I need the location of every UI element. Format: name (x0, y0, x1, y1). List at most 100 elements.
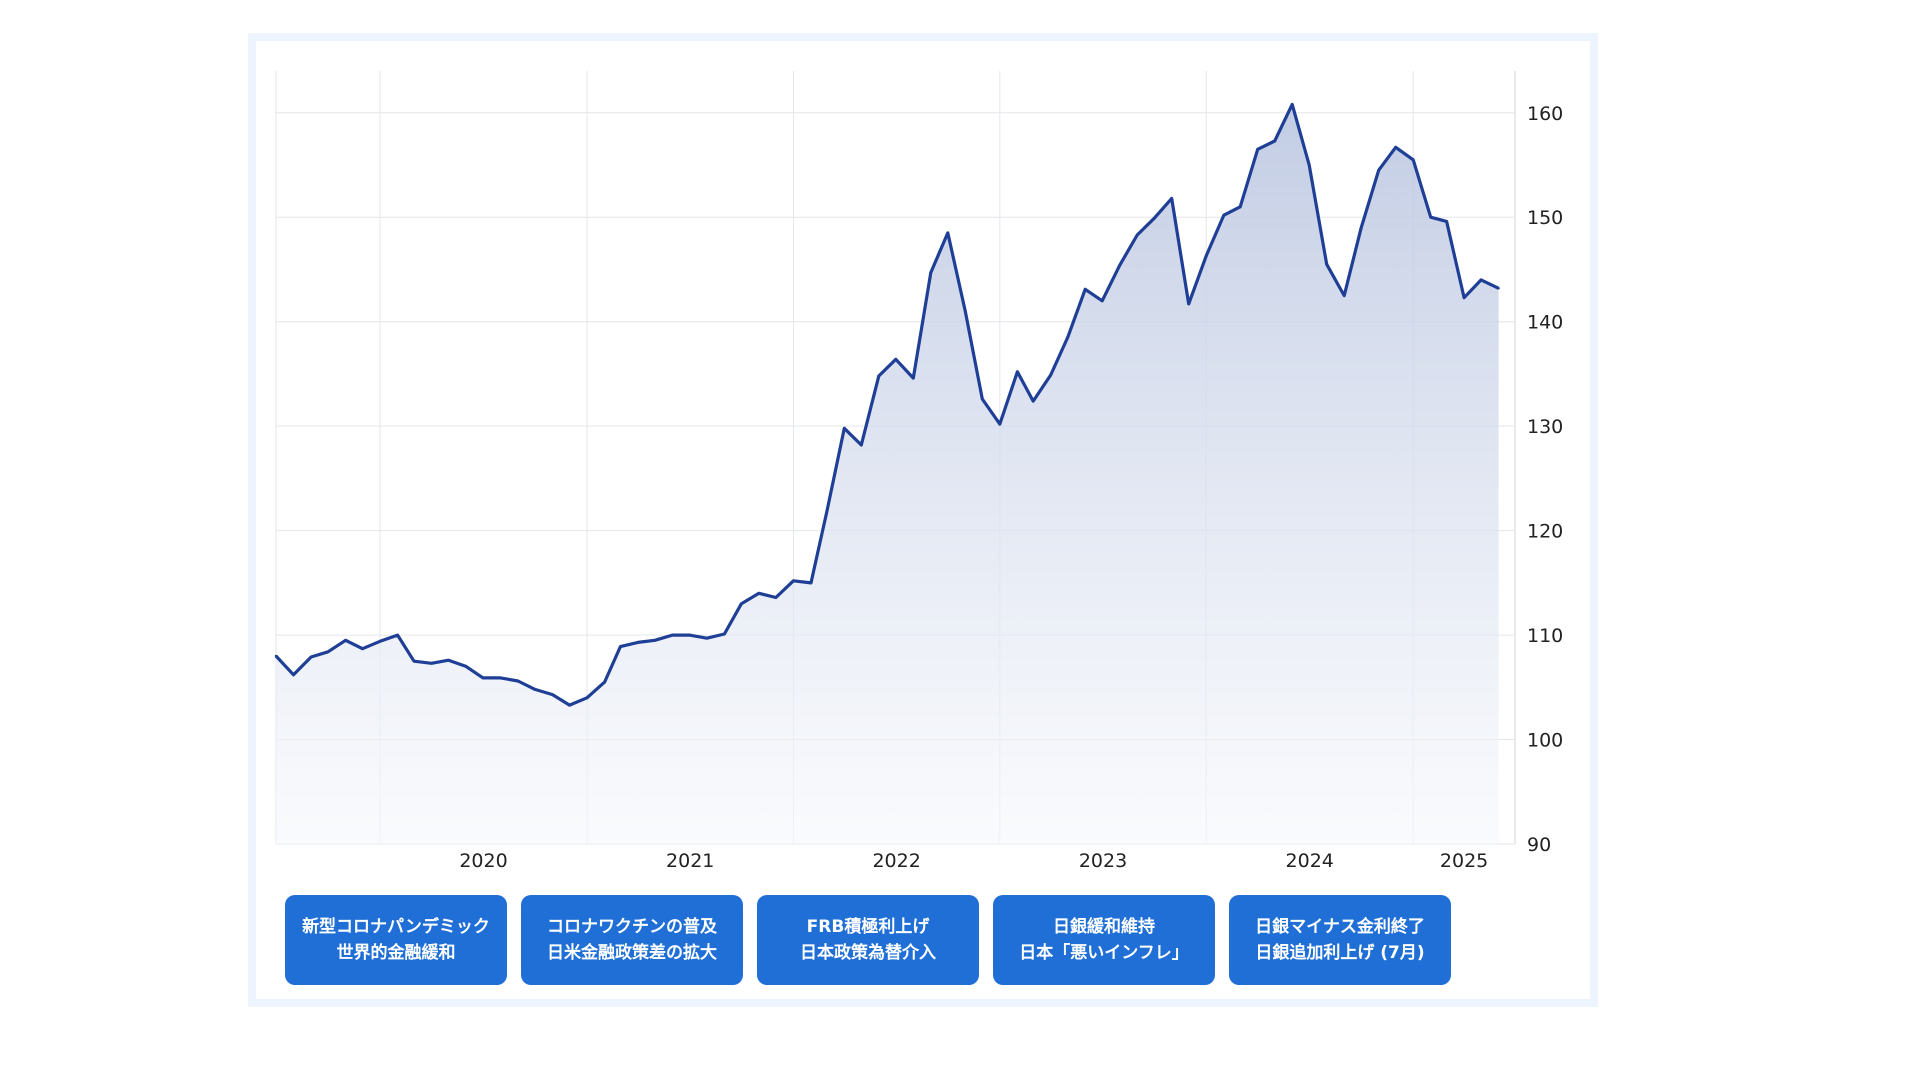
area-layer (274, 102, 1500, 844)
data-point (1360, 226, 1363, 229)
x-tick-label: 2024 (1286, 850, 1334, 872)
event-boj-negative-end-line1: 日銀マイナス金利終了 (1255, 917, 1425, 937)
data-point (1479, 278, 1483, 282)
data-point (1445, 220, 1448, 223)
event-vaccine-line1: コロナワクチンの普及 (547, 917, 717, 937)
y-tick-label: 100 (1527, 730, 1563, 752)
data-point (1497, 287, 1500, 290)
data-point (1256, 148, 1259, 151)
data-point (825, 510, 828, 513)
series-line (274, 102, 1500, 707)
data-point (1394, 146, 1397, 149)
data-point (998, 422, 1001, 426)
data-point (1205, 254, 1208, 258)
data-point (1049, 373, 1052, 377)
data-point (1016, 370, 1019, 373)
y-tick-label: 130 (1527, 416, 1563, 438)
data-point (551, 693, 554, 696)
data-point (516, 679, 520, 683)
data-point (1084, 288, 1087, 291)
series-area-fill (276, 104, 1499, 844)
data-point (843, 427, 846, 430)
data-point (1066, 336, 1069, 339)
event-pandemic: 新型コロナパンデミック 世界的金融緩和 (285, 895, 507, 985)
data-point (809, 581, 813, 585)
event-boj-easing: 日銀緩和維持 日本「悪いインフレ」 (993, 895, 1215, 985)
data-point (361, 647, 364, 650)
x-tick-label: 2025 (1440, 850, 1488, 872)
data-point (757, 592, 761, 595)
data-point (533, 688, 537, 691)
data-point (981, 397, 984, 401)
data-point (688, 633, 691, 637)
data-point (1187, 302, 1190, 306)
data-point (447, 659, 450, 662)
usd-jpy-chart: 90 100 110 120 130 140 150 160 2020 2021 2022 2023 2… (274, 71, 1563, 872)
y-tick-label: 110 (1527, 625, 1563, 647)
data-point (1308, 163, 1311, 167)
data-point (894, 358, 897, 361)
event-frb-hike-line2: 日本政策為替介入 (800, 943, 936, 963)
data-point (464, 665, 468, 668)
y-tick-label: 120 (1527, 521, 1563, 543)
data-point (946, 231, 949, 235)
data-point (705, 637, 709, 640)
event-pandemic-line2: 世界的金融緩和 (336, 943, 456, 963)
data-point (481, 676, 485, 680)
event-frb-hike: FRB積極利上げ 日本政策為替介入 (757, 895, 979, 985)
data-point (396, 633, 399, 637)
data-point (1239, 205, 1242, 208)
chart-frame: 90 100 110 120 130 140 150 160 2020 2021 2022 2023 2… (248, 33, 1598, 1007)
data-point (1273, 139, 1276, 143)
data-point (1429, 216, 1432, 219)
data-point (378, 640, 382, 643)
y-tick-label: 160 (1527, 103, 1563, 125)
data-point (1101, 299, 1104, 302)
data-point (344, 639, 347, 642)
data-point (1222, 214, 1225, 217)
x-tick-label: 2022 (872, 850, 920, 872)
event-annotations: 新型コロナパンデミック 世界的金融緩和 コロナワクチンの普及 日米金融政策差の拡… (285, 895, 1485, 986)
event-boj-easing-line2: 日本「悪いインフレ」 (1019, 943, 1189, 963)
data-point (1170, 197, 1173, 200)
data-point (619, 645, 622, 648)
data-point (1118, 264, 1121, 267)
y-tick-label: 150 (1527, 207, 1563, 229)
x-tick-label: 2023 (1079, 850, 1127, 872)
event-vaccine-line2: 日米金融政策差の拡大 (547, 943, 717, 963)
data-point (412, 660, 416, 663)
data-point (1291, 103, 1294, 106)
y-tick-label: 90 (1527, 834, 1551, 856)
data-point (585, 696, 589, 699)
data-point (1377, 169, 1380, 172)
data-point (723, 632, 726, 636)
data-point (653, 639, 657, 642)
data-point (964, 310, 967, 313)
data-point (929, 271, 932, 274)
data-point (912, 376, 915, 380)
data-point (1343, 294, 1346, 297)
event-boj-easing-line1: 日銀緩和維持 (1053, 917, 1155, 937)
axis-layer: 90 100 110 120 130 140 150 160 2020 2021 2022 2023 2… (459, 103, 1563, 872)
chart-card: 90 100 110 120 130 140 150 160 2020 2021 2022 2023 2… (256, 41, 1590, 999)
data-point (636, 641, 640, 644)
data-point (860, 443, 863, 447)
data-point (1325, 263, 1328, 266)
y-tick-label: 140 (1527, 312, 1563, 334)
event-boj-negative-end-line2: 日銀追加利上げ (7月) (1255, 943, 1425, 963)
data-point (1462, 296, 1466, 299)
data-point (740, 602, 743, 605)
event-frb-hike-line1: FRB積極利上げ (806, 917, 930, 937)
data-point (603, 680, 606, 684)
data-point (792, 579, 795, 582)
event-boj-negative-end: 日銀マイナス金利終了 日銀追加利上げ (7月) (1229, 895, 1451, 985)
data-point (1032, 399, 1035, 403)
event-pandemic-line1: 新型コロナパンデミック (302, 917, 490, 937)
x-tick-label: 2020 (459, 850, 507, 872)
data-point (1412, 158, 1415, 161)
data-point (309, 655, 313, 659)
data-point (1153, 217, 1156, 220)
data-point (774, 596, 778, 599)
data-point (430, 662, 433, 665)
data-point (274, 654, 278, 658)
